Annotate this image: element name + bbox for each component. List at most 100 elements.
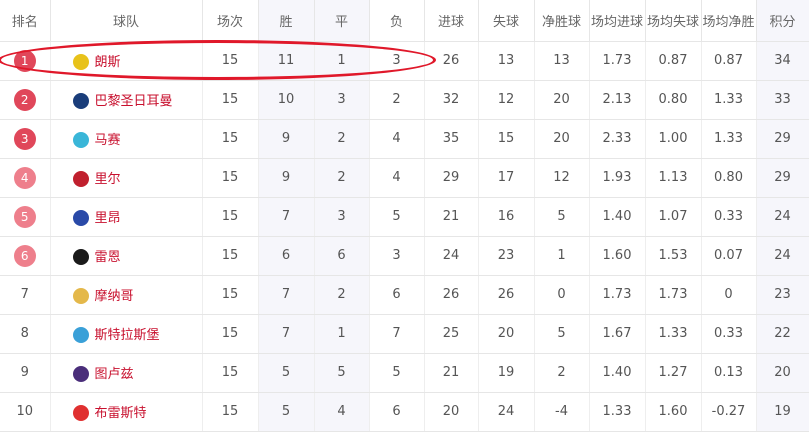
drawn-cell: 2 bbox=[314, 158, 370, 198]
header-played[interactable]: 场次 bbox=[202, 0, 259, 42]
played-cell: 15 bbox=[202, 41, 259, 81]
points-cell: 20 bbox=[756, 353, 809, 393]
played-cell: 15 bbox=[202, 158, 259, 198]
won-cell: 5 bbox=[258, 353, 315, 393]
team-name[interactable]: 雷恩 bbox=[94, 249, 121, 265]
avg-goal-diff-cell: 0 bbox=[701, 275, 757, 315]
team-cell[interactable]: 巴黎圣日耳曼 bbox=[50, 80, 203, 120]
points-cell: 33 bbox=[756, 80, 809, 120]
goal-diff-cell: 5 bbox=[534, 197, 590, 237]
header-won[interactable]: 胜 bbox=[258, 0, 315, 42]
avg-goals-for-cell: 1.60 bbox=[589, 236, 646, 276]
team-name[interactable]: 朗斯 bbox=[94, 54, 121, 70]
avg-goals-for-cell: 1.67 bbox=[589, 314, 646, 354]
rank-cell: 5 bbox=[0, 197, 51, 237]
rank-cell: 7 bbox=[0, 275, 51, 315]
rank-cell: 2 bbox=[0, 80, 51, 120]
avg-goal-diff-cell: 0.13 bbox=[701, 353, 757, 393]
won-cell: 7 bbox=[258, 314, 315, 354]
table-row[interactable]: 9 图卢兹 15 5 5 5 21 19 2 1.40 1.27 0.13 20 bbox=[0, 353, 809, 393]
goals-against-cell: 26 bbox=[478, 275, 535, 315]
played-cell: 15 bbox=[202, 275, 259, 315]
table-row[interactable]: 7 摩纳哥 15 7 2 6 26 26 0 1.73 1.73 0 23 bbox=[0, 275, 809, 315]
goals-for-cell: 21 bbox=[424, 353, 479, 393]
points-cell: 29 bbox=[756, 119, 809, 159]
team-name[interactable]: 图卢兹 bbox=[94, 366, 134, 382]
header-rank[interactable]: 排名 bbox=[0, 0, 51, 42]
goals-for-cell: 26 bbox=[424, 41, 479, 81]
avg-goals-for-cell: 1.73 bbox=[589, 275, 646, 315]
rank-badge: 5 bbox=[13, 205, 36, 228]
table-row[interactable]: 2 巴黎圣日耳曼 15 10 3 2 32 12 20 2.13 0.80 1.33 33 bbox=[0, 80, 809, 120]
team-logo-icon bbox=[72, 171, 89, 188]
team-cell[interactable]: 图卢兹 bbox=[50, 353, 203, 393]
team-name[interactable]: 马赛 bbox=[94, 132, 121, 148]
avg-goal-diff-cell: 0.33 bbox=[701, 197, 757, 237]
points-cell: 19 bbox=[756, 392, 809, 432]
team-name[interactable]: 里尔 bbox=[94, 171, 121, 187]
avg-goals-for-cell: 1.73 bbox=[589, 41, 646, 81]
header-goals-for[interactable]: 进球 bbox=[424, 0, 479, 42]
team-logo-icon bbox=[72, 210, 89, 227]
rank-text: 8 bbox=[20, 326, 29, 341]
goals-for-cell: 32 bbox=[424, 80, 479, 120]
header-team[interactable]: 球队 bbox=[50, 0, 203, 42]
table-row[interactable]: 10 布雷斯特 15 5 4 6 20 24 -4 1.33 1.60 -0.27 19 bbox=[0, 392, 809, 432]
header-avg-goals-against[interactable]: 场均失球 bbox=[645, 0, 702, 42]
team-cell[interactable]: 雷恩 bbox=[50, 236, 203, 276]
header-goals-against[interactable]: 失球 bbox=[478, 0, 535, 42]
goal-diff-cell: 13 bbox=[534, 41, 590, 81]
won-cell: 5 bbox=[258, 392, 315, 432]
table-row[interactable]: 8 斯特拉斯堡 15 7 1 7 25 20 5 1.67 1.33 0.33 22 bbox=[0, 314, 809, 354]
drawn-cell: 5 bbox=[314, 353, 370, 393]
lost-cell: 4 bbox=[369, 119, 425, 159]
drawn-cell: 1 bbox=[314, 41, 370, 81]
team-cell[interactable]: 摩纳哥 bbox=[50, 275, 203, 315]
rank-badge: 2 bbox=[13, 88, 36, 111]
table-row[interactable]: 5 里昂 15 7 3 5 21 16 5 1.40 1.07 0.33 24 bbox=[0, 197, 809, 237]
rank-cell: 6 bbox=[0, 236, 51, 276]
won-cell: 10 bbox=[258, 80, 315, 120]
header-drawn[interactable]: 平 bbox=[314, 0, 370, 42]
lost-cell: 5 bbox=[369, 197, 425, 237]
team-name[interactable]: 里昂 bbox=[94, 210, 121, 226]
header-points[interactable]: 积分 bbox=[756, 0, 809, 42]
team-logo-icon bbox=[72, 366, 89, 383]
goal-diff-cell: 20 bbox=[534, 80, 590, 120]
table-row[interactable]: 1 朗斯 15 11 1 3 26 13 13 1.73 0.87 0.87 34 bbox=[0, 41, 809, 81]
avg-goal-diff-cell: 0.80 bbox=[701, 158, 757, 198]
avg-goals-against-cell: 0.80 bbox=[645, 80, 702, 120]
avg-goal-diff-cell: 1.33 bbox=[701, 119, 757, 159]
table-row[interactable]: 6 雷恩 15 6 6 3 24 23 1 1.60 1.53 0.07 24 bbox=[0, 236, 809, 276]
header-avg-goals-for[interactable]: 场均进球 bbox=[589, 0, 646, 42]
team-cell[interactable]: 马赛 bbox=[50, 119, 203, 159]
team-name[interactable]: 巴黎圣日耳曼 bbox=[94, 93, 173, 109]
won-cell: 9 bbox=[258, 119, 315, 159]
team-logo-icon bbox=[72, 249, 89, 266]
table-row[interactable]: 4 里尔 15 9 2 4 29 17 12 1.93 1.13 0.80 29 bbox=[0, 158, 809, 198]
header-lost[interactable]: 负 bbox=[369, 0, 425, 42]
team-cell[interactable]: 布雷斯特 bbox=[50, 392, 203, 432]
header-goal-diff[interactable]: 净胜球 bbox=[534, 0, 590, 42]
team-name[interactable]: 摩纳哥 bbox=[94, 288, 134, 304]
team-cell[interactable]: 朗斯 bbox=[50, 41, 203, 81]
team-cell[interactable]: 里尔 bbox=[50, 158, 203, 198]
goal-diff-cell: -4 bbox=[534, 392, 590, 432]
drawn-cell: 2 bbox=[314, 119, 370, 159]
avg-goals-for-cell: 2.13 bbox=[589, 80, 646, 120]
goal-diff-cell: 20 bbox=[534, 119, 590, 159]
team-cell[interactable]: 里昂 bbox=[50, 197, 203, 237]
goals-against-cell: 17 bbox=[478, 158, 535, 198]
header-avg-goal-diff[interactable]: 场均净胜 bbox=[701, 0, 757, 42]
rank-text: 9 bbox=[20, 365, 29, 380]
lost-cell: 7 bbox=[369, 314, 425, 354]
rank-cell: 10 bbox=[0, 392, 51, 432]
team-cell[interactable]: 斯特拉斯堡 bbox=[50, 314, 203, 354]
team-name[interactable]: 斯特拉斯堡 bbox=[94, 327, 160, 343]
goal-diff-cell: 12 bbox=[534, 158, 590, 198]
points-cell: 24 bbox=[756, 236, 809, 276]
team-name[interactable]: 布雷斯特 bbox=[94, 405, 147, 421]
table-row[interactable]: 3 马赛 15 9 2 4 35 15 20 2.33 1.00 1.33 29 bbox=[0, 119, 809, 159]
team-logo-icon bbox=[72, 288, 89, 305]
